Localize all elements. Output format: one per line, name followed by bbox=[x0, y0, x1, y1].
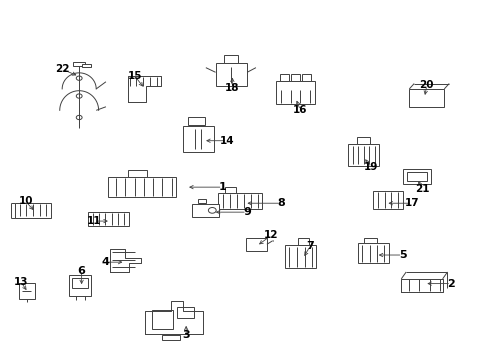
Circle shape bbox=[76, 76, 82, 80]
Text: 7: 7 bbox=[305, 241, 313, 251]
Text: 2: 2 bbox=[447, 279, 454, 289]
Bar bbox=[19, 283, 35, 299]
Bar bbox=[87, 212, 129, 226]
Bar bbox=[182, 126, 214, 152]
Circle shape bbox=[76, 94, 82, 98]
Bar bbox=[363, 238, 376, 243]
Bar bbox=[284, 245, 316, 269]
Text: 8: 8 bbox=[277, 198, 284, 208]
Bar bbox=[246, 238, 266, 251]
Bar bbox=[72, 278, 88, 288]
Bar bbox=[276, 81, 314, 104]
Bar bbox=[192, 203, 219, 217]
Bar bbox=[408, 89, 444, 107]
Bar bbox=[297, 238, 308, 245]
Bar bbox=[197, 199, 205, 203]
Bar bbox=[372, 191, 402, 208]
Text: 3: 3 bbox=[182, 330, 189, 341]
Bar bbox=[215, 63, 246, 86]
Bar bbox=[73, 62, 85, 66]
Text: 13: 13 bbox=[14, 277, 28, 287]
Bar bbox=[290, 74, 299, 81]
Bar bbox=[69, 275, 91, 296]
Text: 14: 14 bbox=[220, 136, 234, 146]
Text: 5: 5 bbox=[398, 250, 406, 260]
Text: 11: 11 bbox=[86, 216, 101, 226]
Bar bbox=[82, 64, 91, 67]
Bar bbox=[225, 187, 236, 193]
Bar bbox=[224, 55, 238, 63]
Bar bbox=[188, 117, 205, 125]
Text: 19: 19 bbox=[363, 162, 377, 172]
Bar bbox=[162, 335, 180, 340]
Bar bbox=[407, 172, 426, 181]
Text: 1: 1 bbox=[218, 182, 226, 192]
Bar bbox=[357, 243, 388, 263]
Bar bbox=[347, 144, 379, 166]
Text: 15: 15 bbox=[127, 71, 142, 81]
Bar bbox=[301, 74, 310, 81]
Text: 20: 20 bbox=[419, 80, 433, 90]
Bar bbox=[152, 310, 172, 329]
Bar bbox=[127, 170, 147, 177]
Text: 21: 21 bbox=[414, 184, 428, 194]
Bar bbox=[108, 177, 176, 197]
Text: 9: 9 bbox=[243, 207, 250, 217]
Circle shape bbox=[76, 115, 82, 120]
Bar bbox=[280, 74, 288, 81]
Text: 4: 4 bbox=[102, 257, 110, 267]
Text: 16: 16 bbox=[293, 105, 307, 115]
Text: 10: 10 bbox=[19, 197, 33, 206]
Bar bbox=[177, 306, 193, 318]
Bar bbox=[217, 193, 261, 210]
Text: 17: 17 bbox=[404, 198, 419, 208]
Text: 12: 12 bbox=[264, 230, 278, 240]
Bar bbox=[402, 169, 430, 184]
Bar bbox=[357, 138, 369, 144]
Text: 18: 18 bbox=[224, 83, 239, 93]
Text: 6: 6 bbox=[78, 266, 85, 276]
Circle shape bbox=[208, 207, 216, 213]
Text: 22: 22 bbox=[55, 64, 69, 74]
Bar bbox=[15, 203, 51, 217]
